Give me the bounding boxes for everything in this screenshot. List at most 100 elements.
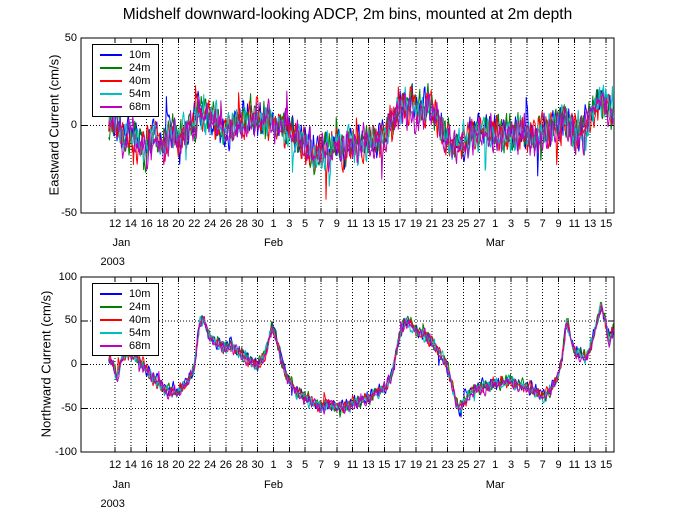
x-tick-label: 16 (140, 218, 153, 230)
x-tick-label: 23 (441, 218, 454, 230)
x-tick-label: 17 (394, 459, 407, 471)
y-tick-label: -50 (61, 206, 77, 219)
legend-item-label: 10m (129, 49, 151, 61)
x-tick-label: 7 (539, 218, 546, 230)
x-tick-label: 15 (378, 218, 391, 230)
month-label: Jan (112, 237, 131, 249)
x-tick-label: 7 (317, 218, 325, 230)
eastward-plot (80, 37, 615, 214)
x-tick-label: 22 (188, 218, 201, 230)
year-label: 2003 (100, 498, 125, 510)
x-tick-label: 11 (568, 218, 581, 230)
legend-item-label: 68m (129, 101, 151, 113)
legend-item: 40m (100, 314, 151, 326)
x-tick-label: 5 (302, 218, 309, 230)
axis-box (80, 276, 615, 453)
legend-item-label: 10m (129, 288, 151, 300)
northward-plot (80, 276, 615, 453)
x-tick-label: 9 (555, 218, 562, 230)
legend-item-label: 24m (129, 62, 151, 74)
legend-item: 54m (100, 88, 151, 100)
legend-line-sample (100, 319, 122, 321)
x-tick-label: 28 (235, 218, 248, 230)
month-label: Feb (264, 479, 283, 491)
year-label: 2003 (100, 256, 125, 268)
legend-line-sample (100, 332, 122, 334)
x-tick-label: 11 (346, 218, 359, 230)
x-tick-label: 24 (203, 218, 217, 230)
x-tick-label: 1 (492, 459, 499, 471)
x-tick-label: 20 (172, 218, 185, 230)
x-tick-label: 26 (219, 218, 233, 230)
x-tick-label: 25 (457, 218, 470, 230)
y-tick-label: 100 (58, 270, 77, 283)
legend-northward: 10m 24m 40m 54m 68m (92, 283, 160, 356)
x-tick-label: 14 (124, 218, 138, 230)
legend-item: 24m (100, 302, 150, 313)
legend-line-sample (100, 345, 122, 347)
y-tick-label: -100 (54, 445, 77, 458)
x-tick-label: 3 (286, 459, 293, 471)
x-tick-label: 19 (409, 218, 423, 230)
x-tick-label: 24 (203, 459, 217, 471)
legend-line-sample (100, 54, 122, 56)
chart-title: Midshelf downward-looking ADCP, 2m bins,… (122, 6, 573, 23)
y-tick-label: 50 (64, 31, 77, 44)
series-line-68m (108, 90, 614, 180)
x-tick-label: 3 (507, 218, 515, 230)
legend-item-label: 54m (129, 88, 151, 100)
x-tick-label: 1 (270, 459, 277, 471)
month-label: Mar (485, 237, 505, 249)
x-tick-label: 1 (270, 218, 277, 230)
legend-item: 68m (100, 101, 151, 113)
x-tick-label: 25 (457, 459, 470, 471)
legend-item: 68m (100, 340, 151, 352)
x-tick-label: 15 (599, 218, 613, 230)
x-tick-label: 14 (124, 459, 138, 471)
x-tick-label: 5 (302, 459, 309, 471)
legend-item-label: 68m (129, 340, 151, 352)
legend-item-label: 40m (129, 75, 151, 87)
x-tick-label: 12 (108, 218, 122, 230)
x-tick-label: 3 (507, 459, 515, 471)
legend-item-label: 40m (129, 314, 151, 326)
legend-line-sample (100, 80, 122, 82)
legend-line-sample (100, 306, 122, 308)
legend-line-sample (100, 293, 122, 295)
legend-eastward: 10m 24m 40m 54m 68m (92, 44, 160, 117)
x-tick-label: 19 (409, 459, 423, 471)
y-tick-label: 50 (64, 314, 77, 327)
x-tick-label: 7 (539, 459, 546, 471)
x-tick-label: 27 (473, 218, 486, 230)
x-tick-label: 5 (523, 218, 530, 230)
x-tick-label: 3 (286, 218, 293, 230)
x-tick-label: 22 (188, 459, 201, 471)
x-tick-label: 21 (425, 459, 438, 471)
x-tick-label: 18 (156, 218, 169, 230)
legend-item: 40m (100, 75, 151, 87)
x-tick-label: 12 (108, 459, 122, 471)
legend-line-sample (100, 106, 122, 108)
legend-line-sample (100, 67, 122, 69)
x-tick-label: 9 (333, 459, 340, 471)
x-tick-label: 7 (317, 459, 325, 471)
x-tick-label: 15 (599, 459, 613, 471)
x-tick-label: 5 (523, 459, 530, 471)
legend-item-label: 54m (129, 327, 151, 339)
x-tick-label: 1 (492, 218, 499, 230)
x-tick-label: 13 (362, 459, 375, 471)
y-tick-label: 0 (70, 358, 77, 370)
month-label: Mar (485, 479, 505, 491)
x-tick-label: 30 (251, 459, 264, 471)
x-tick-label: 11 (346, 459, 359, 471)
axis-box (80, 37, 615, 214)
x-tick-label: 20 (172, 459, 185, 471)
legend-line-sample (100, 93, 122, 95)
x-tick-label: 28 (235, 459, 248, 471)
legend-item: 10m (100, 49, 151, 61)
x-tick-label: 27 (473, 459, 486, 471)
x-tick-label: 18 (156, 459, 169, 471)
legend-item: 24m (100, 62, 151, 74)
